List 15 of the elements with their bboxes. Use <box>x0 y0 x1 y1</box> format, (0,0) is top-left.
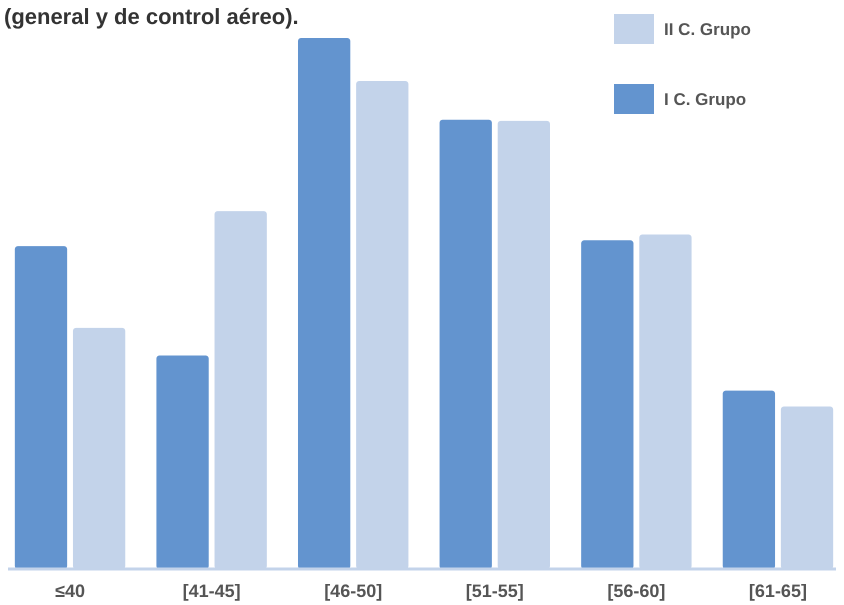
chart-title: (general y de control aéreo). <box>4 4 299 29</box>
x-tick-label: [56-60] <box>607 581 666 601</box>
bar <box>298 38 350 569</box>
x-tick-label: [61-65] <box>748 581 807 601</box>
bar <box>440 120 492 569</box>
x-tick-label: [41-45] <box>182 581 241 601</box>
bar <box>722 390 776 569</box>
bar <box>581 240 634 569</box>
bar <box>14 246 68 569</box>
x-tick-label: ≤40 <box>55 581 85 601</box>
legend-label: I C. Grupo <box>664 90 746 109</box>
legend-label: II C. Grupo <box>664 20 751 39</box>
bar <box>156 356 209 569</box>
x-tick-label: [51-55] <box>466 581 524 601</box>
x-tick-label: [46-50] <box>324 581 382 601</box>
